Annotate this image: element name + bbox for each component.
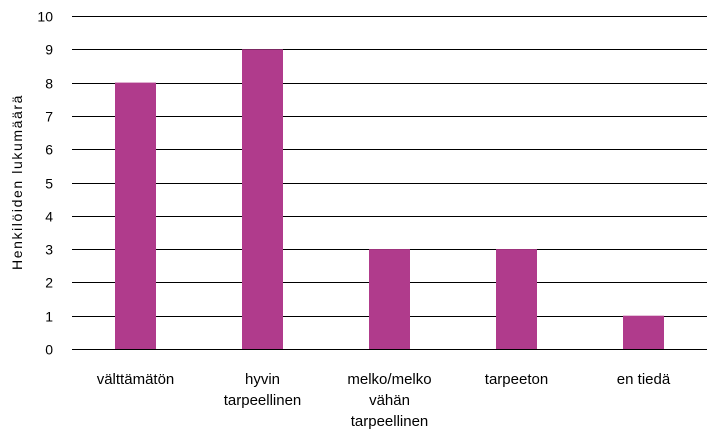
x-category-label: tarpeeton — [485, 371, 548, 388]
y-tick-label: 1 — [45, 309, 53, 325]
x-category-label-line: tarpeellinen — [351, 413, 429, 430]
bar-3 — [496, 249, 537, 349]
x-category-label: välttämätön — [97, 371, 175, 388]
gridlines — [72, 16, 707, 350]
bar-4 — [623, 315, 664, 349]
y-tick-label: 7 — [45, 109, 53, 125]
y-tick-label: 6 — [45, 142, 53, 158]
y-tick-label: 0 — [45, 342, 53, 358]
x-category-label-line: en tiedä — [617, 371, 671, 388]
category-labels: välttämätön hyvin tarpeellinen melko/melko v… — [97, 371, 671, 430]
bar-1 — [242, 49, 283, 350]
y-tick-label: 4 — [45, 209, 53, 225]
x-category-label-line: melko/melko — [347, 371, 431, 388]
y-axis-title: Henkilöiden lukumäärä — [9, 94, 25, 270]
bar-2 — [369, 249, 410, 349]
y-tick-label: 3 — [45, 242, 53, 258]
y-tick-labels: 0 1 2 3 4 5 6 7 8 9 10 — [37, 9, 53, 358]
bars — [115, 49, 664, 350]
y-tick-label: 10 — [37, 9, 53, 25]
x-category-label: en tiedä — [617, 371, 671, 388]
bar-0 — [115, 82, 156, 349]
x-category-label: hyvin tarpeellinen — [224, 371, 302, 409]
x-category-label-line: välttämätön — [97, 371, 175, 388]
y-tick-label: 2 — [45, 275, 53, 291]
x-category-label: melko/melko vähän tarpeellinen — [347, 371, 431, 430]
y-tick-label: 5 — [45, 176, 53, 192]
y-tick-label: 9 — [45, 42, 53, 58]
x-category-label-line: vähän — [369, 392, 410, 409]
x-category-label-line: tarpeeton — [485, 371, 548, 388]
x-category-label-line: tarpeellinen — [224, 392, 302, 409]
y-tick-label: 8 — [45, 76, 53, 92]
x-category-label-line: hyvin — [245, 371, 280, 388]
